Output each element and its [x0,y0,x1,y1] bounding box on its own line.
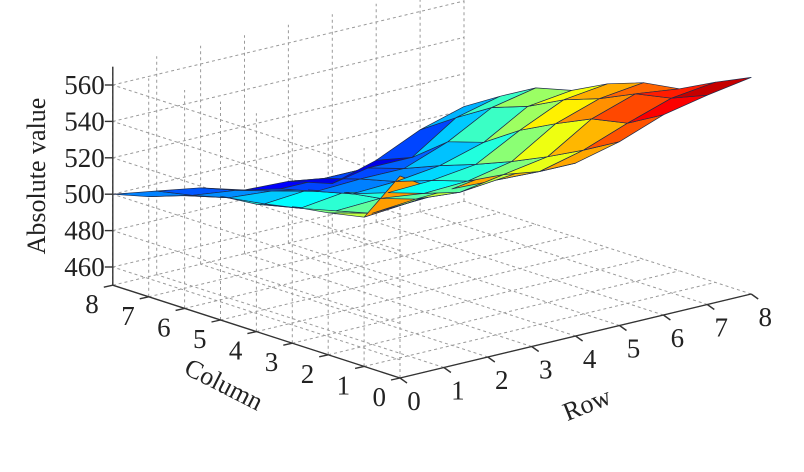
y-tick-label: 2 [301,359,315,389]
x-tick-label: 0 [407,386,421,416]
x-tick-mark [575,335,584,342]
back-wall-grid-line [112,109,465,195]
back-wall-grid-line [112,36,465,122]
floor-grid-line [328,270,680,356]
z-tick-label: 540 [64,106,105,136]
floor-grid-line [156,274,445,368]
y-tick-label: 7 [121,301,135,331]
y-tick-mark [103,284,113,288]
floor-grid-line [256,247,608,333]
left-wall-grid-line [112,266,401,361]
y-tick-mark [283,342,293,346]
y-axis-title: Column [180,352,268,416]
y-tick-mark [354,365,365,370]
floor-grid-line [148,212,501,298]
x-tick-label: 6 [671,323,685,353]
back-wall-grid-line [112,0,465,86]
z-tick-label: 500 [64,179,105,209]
y-tick-mark [390,377,401,381]
floor-grid-line [332,232,620,326]
x-tick-mark [487,356,496,363]
z-axis-title: Absolute value [22,98,51,255]
z-tick-label: 460 [64,252,105,282]
floor-grid-line [363,281,716,367]
floor-grid-line [112,200,465,286]
y-tick-label: 6 [157,312,171,342]
x-tick-label: 4 [583,344,597,374]
y-tick-label: 1 [337,370,351,400]
z-tick-label: 520 [64,143,105,173]
y-tick-mark [319,354,329,358]
floor-grid-line [244,253,532,347]
x-tick-mark [750,293,759,300]
y-tick-mark [247,330,257,335]
x-tick-label: 1 [451,376,465,406]
x-tick-label: 7 [715,313,729,343]
back-wall-grid-line [112,73,465,159]
x-tick-label: 3 [539,355,553,385]
y-tick-mark [175,307,185,312]
y-tick-label: 0 [373,382,387,412]
y-tick-mark [139,296,149,300]
floor-grid-line [184,223,536,309]
left-wall-grid-line [112,84,401,179]
axes [103,66,759,384]
y-tick-label: 5 [193,324,207,354]
x-tick-mark [531,345,540,353]
surface-mesh [112,77,752,218]
y-tick-label: 3 [265,347,279,377]
floor-grid-line [292,258,644,344]
x-tick-mark [706,303,715,311]
x-tick-label: 2 [495,365,509,395]
left-wall-grid-line [112,230,401,324]
z-tick-label: 560 [64,70,105,100]
surface-facet [671,77,752,99]
y-tick-label: 4 [229,336,243,366]
x-tick-label: 5 [627,334,641,364]
z-tick-label: 480 [64,216,105,246]
x-tick-label: 8 [758,302,772,332]
x-tick-mark [399,377,408,384]
floor-grid-line [220,235,572,321]
floor-grid-line [419,211,708,305]
x-tick-mark [443,366,452,374]
left-wall-grid-line [112,193,401,288]
x-axis-title: Row [559,381,616,426]
x-tick-mark [662,314,671,321]
y-tick-label: 8 [85,289,99,319]
x-tick-mark [619,324,627,332]
y-tick-mark [211,319,221,323]
